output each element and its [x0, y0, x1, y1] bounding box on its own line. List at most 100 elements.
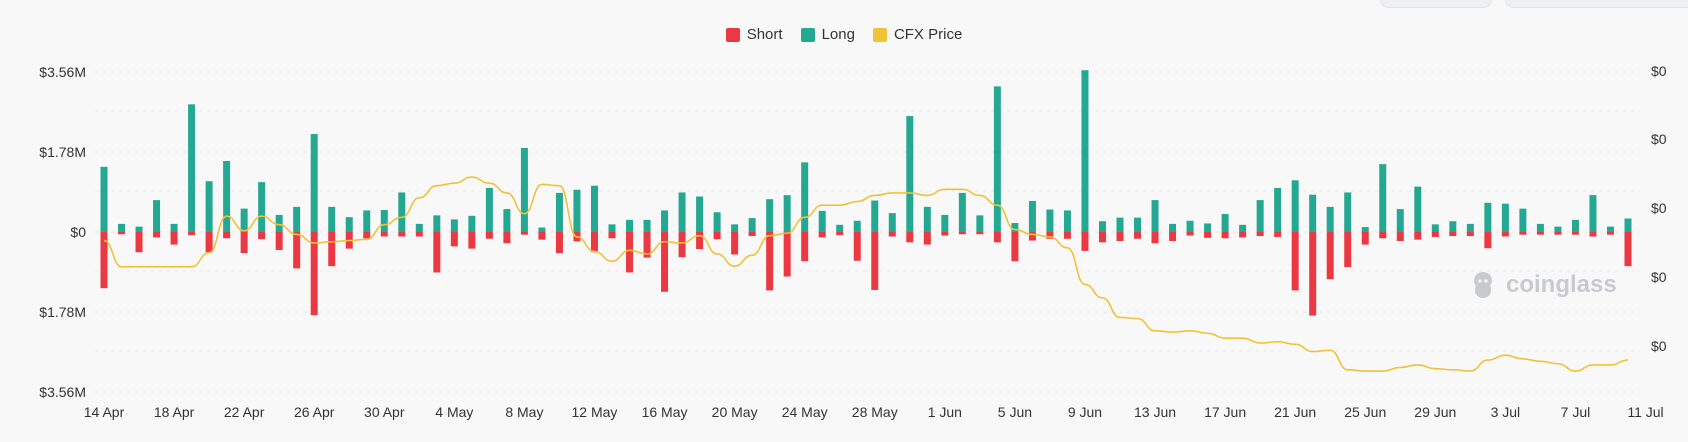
short-bar[interactable]: [1361, 232, 1369, 245]
long-bar[interactable]: [1028, 200, 1036, 232]
long-bar[interactable]: [240, 208, 248, 232]
short-bar[interactable]: [1589, 232, 1597, 237]
short-bar[interactable]: [853, 232, 861, 261]
short-bar[interactable]: [1221, 232, 1229, 239]
long-bar[interactable]: [293, 206, 301, 232]
short-bar[interactable]: [118, 232, 126, 235]
short-bar[interactable]: [1554, 232, 1562, 235]
short-bar[interactable]: [1116, 232, 1124, 241]
long-bar[interactable]: [906, 116, 914, 232]
long-bar[interactable]: [1291, 180, 1299, 232]
long-bar[interactable]: [1414, 186, 1422, 232]
short-bar[interactable]: [520, 232, 528, 235]
short-bar[interactable]: [923, 232, 931, 245]
long-bar[interactable]: [1379, 164, 1387, 232]
long-bar[interactable]: [1204, 223, 1212, 232]
short-bar[interactable]: [1081, 232, 1089, 251]
short-bar[interactable]: [223, 232, 231, 239]
long-bar[interactable]: [415, 223, 423, 232]
short-bar[interactable]: [1344, 232, 1352, 268]
long-bar[interactable]: [748, 218, 756, 232]
short-bar[interactable]: [993, 232, 1001, 243]
legend-item-long[interactable]: Long: [800, 26, 855, 43]
long-bar[interactable]: [696, 196, 704, 232]
long-bar[interactable]: [783, 195, 791, 232]
long-bar[interactable]: [258, 182, 266, 232]
long-bar[interactable]: [1431, 224, 1439, 232]
short-bar[interactable]: [1466, 232, 1474, 237]
short-bar[interactable]: [1606, 232, 1614, 235]
short-bar[interactable]: [1326, 232, 1334, 280]
long-bar[interactable]: [1484, 202, 1492, 232]
short-bar[interactable]: [1624, 232, 1632, 267]
short-bar[interactable]: [1063, 232, 1071, 239]
short-bar[interactable]: [1414, 232, 1422, 240]
short-bar[interactable]: [801, 232, 809, 262]
long-bar[interactable]: [871, 200, 879, 232]
short-bar[interactable]: [1309, 232, 1317, 316]
short-bar[interactable]: [1519, 232, 1527, 235]
short-bar[interactable]: [135, 232, 143, 253]
short-bar[interactable]: [748, 232, 756, 237]
short-bar[interactable]: [696, 232, 704, 250]
short-bar[interactable]: [836, 232, 844, 236]
long-bar[interactable]: [485, 187, 493, 232]
short-bar[interactable]: [188, 232, 196, 236]
long-bar[interactable]: [433, 215, 441, 232]
long-bar[interactable]: [1274, 187, 1282, 232]
long-bar[interactable]: [153, 200, 161, 232]
short-bar[interactable]: [941, 232, 949, 236]
short-bar[interactable]: [1449, 232, 1457, 237]
long-bar[interactable]: [538, 227, 546, 232]
long-bar[interactable]: [223, 160, 231, 232]
short-bar[interactable]: [818, 232, 826, 238]
long-bar[interactable]: [1081, 70, 1089, 233]
short-bar[interactable]: [450, 232, 458, 247]
long-bar[interactable]: [958, 192, 966, 232]
short-bar[interactable]: [678, 232, 686, 258]
short-bar[interactable]: [783, 232, 791, 277]
long-bar[interactable]: [766, 199, 774, 232]
long-bar[interactable]: [275, 214, 283, 232]
short-bar[interactable]: [1204, 232, 1212, 238]
long-bar[interactable]: [135, 226, 143, 232]
long-bar[interactable]: [328, 206, 336, 232]
short-bar[interactable]: [1046, 232, 1054, 239]
short-bar[interactable]: [1274, 232, 1282, 237]
long-bar[interactable]: [380, 209, 388, 232]
short-bar[interactable]: [958, 232, 966, 235]
long-bar[interactable]: [1589, 195, 1597, 232]
long-bar[interactable]: [205, 181, 213, 232]
long-bar[interactable]: [363, 210, 371, 232]
short-bar[interactable]: [310, 232, 318, 316]
long-bar[interactable]: [188, 104, 196, 232]
short-bar[interactable]: [503, 232, 511, 244]
short-bar[interactable]: [1098, 232, 1106, 243]
long-bar[interactable]: [853, 220, 861, 232]
short-bar[interactable]: [661, 232, 669, 292]
short-bar[interactable]: [888, 232, 896, 237]
short-bar[interactable]: [555, 232, 563, 254]
long-bar[interactable]: [1344, 192, 1352, 232]
short-bar[interactable]: [1011, 232, 1019, 262]
long-bar[interactable]: [836, 224, 844, 232]
long-bar[interactable]: [731, 224, 739, 232]
short-bar[interactable]: [1379, 232, 1387, 239]
long-bar[interactable]: [1361, 227, 1369, 232]
long-bar[interactable]: [888, 213, 896, 232]
long-bar[interactable]: [1169, 223, 1177, 232]
short-bar[interactable]: [1431, 232, 1439, 237]
long-bar[interactable]: [573, 189, 581, 232]
long-bar[interactable]: [170, 223, 178, 232]
short-bar[interactable]: [906, 232, 914, 243]
long-bar[interactable]: [520, 147, 528, 232]
short-bar[interactable]: [608, 232, 616, 239]
legend-item-short[interactable]: Short: [725, 26, 783, 43]
long-bar[interactable]: [468, 215, 476, 232]
short-bar[interactable]: [398, 232, 406, 237]
long-bar[interactable]: [1256, 200, 1264, 232]
long-bar[interactable]: [1309, 194, 1317, 232]
short-bar[interactable]: [713, 232, 721, 240]
long-bar[interactable]: [608, 224, 616, 232]
long-bar[interactable]: [976, 215, 984, 232]
